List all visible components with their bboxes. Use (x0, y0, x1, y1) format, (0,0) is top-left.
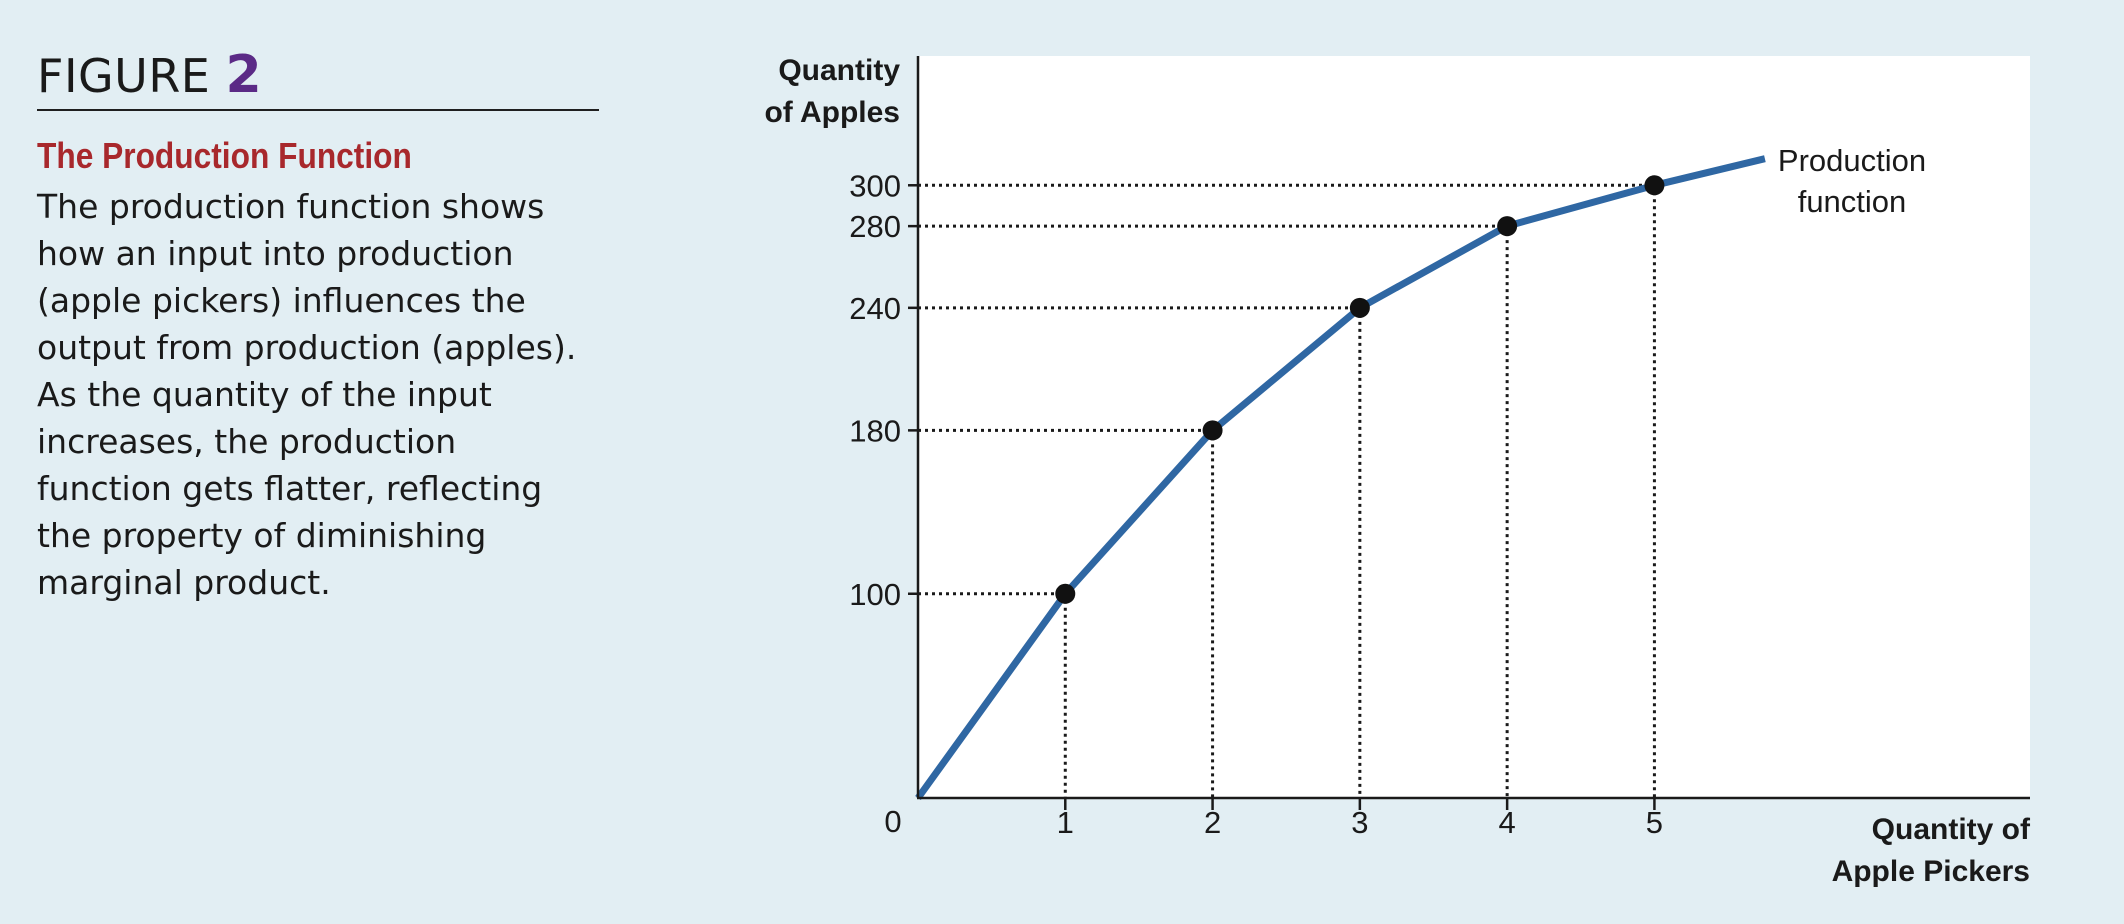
figure-caption: FIGURE 2 The Production Function The pro… (37, 45, 599, 606)
data-point (1055, 583, 1076, 604)
data-point (1644, 175, 1665, 196)
figure-heading: FIGURE 2 (37, 45, 599, 111)
axes (916, 56, 2030, 800)
y-axis-title-line-1: Quantity (778, 54, 900, 87)
data-point (1202, 420, 1223, 441)
data-point (1497, 216, 1518, 237)
y-tick-label: 280 (849, 209, 901, 244)
plot-area (918, 56, 2030, 798)
x-tick-label: 3 (1351, 805, 1368, 840)
series-label-line-2: function (1798, 184, 1907, 219)
figure-label: FIGURE (37, 49, 211, 103)
y-tick-label: 100 (849, 577, 901, 612)
data-points (1055, 175, 1665, 604)
series-label-line-1: Production (1778, 143, 1926, 178)
y-tick-label: 180 (849, 413, 901, 448)
x-tick-label: 2 (1204, 805, 1221, 840)
x-axis-title-line-1: Quantity of (1872, 813, 2031, 846)
guide-lines (918, 183, 1656, 798)
labels: 0 Quantity of Apples Quantity of Apple P… (764, 54, 2031, 888)
data-point (1349, 297, 1370, 318)
figure-description: The production function shows how an inp… (37, 187, 577, 602)
y-tick-label: 300 (849, 168, 901, 203)
origin-label: 0 (884, 804, 901, 839)
y-tick-label: 240 (849, 291, 901, 326)
x-axis-title-line-2: Apple Pickers (1832, 855, 2030, 888)
x-tick-label: 5 (1646, 805, 1663, 840)
x-tick-label: 4 (1499, 805, 1516, 840)
figure-title: The Production Function (37, 135, 412, 176)
y-axis-title-line-2: of Apples (764, 96, 900, 129)
x-tick-label: 1 (1057, 805, 1074, 840)
figure-number: 2 (225, 45, 263, 105)
ticks: 100 180 240 280 300 1 2 3 4 5 (849, 168, 1663, 840)
